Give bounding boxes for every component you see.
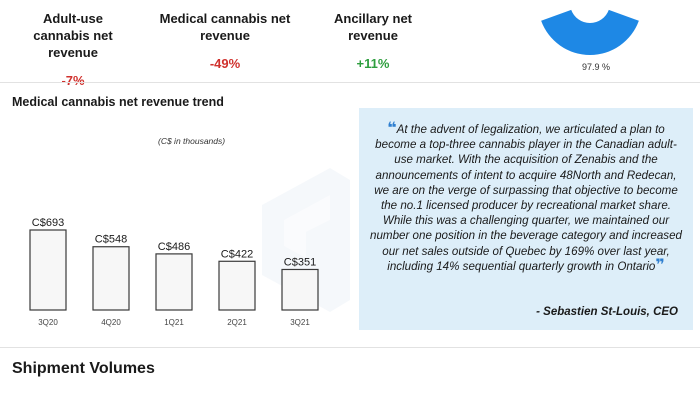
tick-label-3Q21: 3Q21 [290, 318, 310, 327]
kpi-label: Medical cannabis net revenue [159, 11, 291, 43]
kpi-medical: Medical cannabis net revenue -49% [155, 10, 295, 71]
bar-3Q20 [29, 229, 67, 311]
kpi-adult-use: Adult-use cannabis net revenue -7% [14, 10, 132, 88]
tick-label-4Q20: 4Q20 [101, 318, 121, 327]
quote-author: - Sebastien St-Louis, CEO [536, 306, 678, 318]
kpi-value: -7% [61, 73, 85, 88]
top-divider [0, 82, 700, 83]
quote-body: At the advent of legalization, we articu… [370, 123, 682, 273]
kpi-label: Ancillary net revenue [333, 11, 413, 43]
data-label-2Q21: C$422 [221, 248, 253, 260]
trend-title: Medical cannabis net revenue trend [12, 95, 224, 109]
bar-4Q20 [92, 246, 130, 311]
kpi-value: +11% [356, 56, 390, 71]
data-label-1Q21: C$486 [158, 241, 190, 253]
kpi-value: -49% [209, 56, 241, 71]
units-label: (C$ in thousands) [158, 136, 226, 146]
bar-2Q21 [218, 260, 256, 311]
tick-label-1Q21: 1Q21 [164, 318, 184, 327]
close-quote-icon: ❞ [655, 256, 665, 274]
tick-label-2Q21: 2Q21 [227, 318, 247, 327]
open-quote-icon: ❝ [387, 120, 397, 137]
kpi-label: Adult-use cannabis net revenue [33, 11, 113, 60]
donut-segment [541, 9, 639, 55]
ceo-quote-box: ❝At the advent of legalization, we artic… [359, 108, 693, 330]
bar-3Q21 [281, 268, 319, 311]
donut-percent-label: 97.9 % [582, 62, 611, 72]
bar-chart: C$693 3Q20 C$548 4Q20 C$486 1Q21 C$422 2Q21 C$35… [29, 168, 350, 327]
bar-1Q21 [155, 253, 193, 311]
data-label-4Q20: C$548 [95, 234, 127, 246]
ceo-quote-text: ❝At the advent of legalization, we artic… [367, 120, 685, 274]
shipment-volumes-title: Shipment Volumes [12, 360, 155, 377]
data-label-3Q20: C$693 [32, 217, 64, 229]
tick-label-3Q20: 3Q20 [38, 318, 58, 327]
bottom-divider [0, 347, 700, 348]
data-label-3Q21: C$351 [284, 256, 316, 268]
kpi-ancillary: Ancillary net revenue +11% [318, 10, 428, 71]
